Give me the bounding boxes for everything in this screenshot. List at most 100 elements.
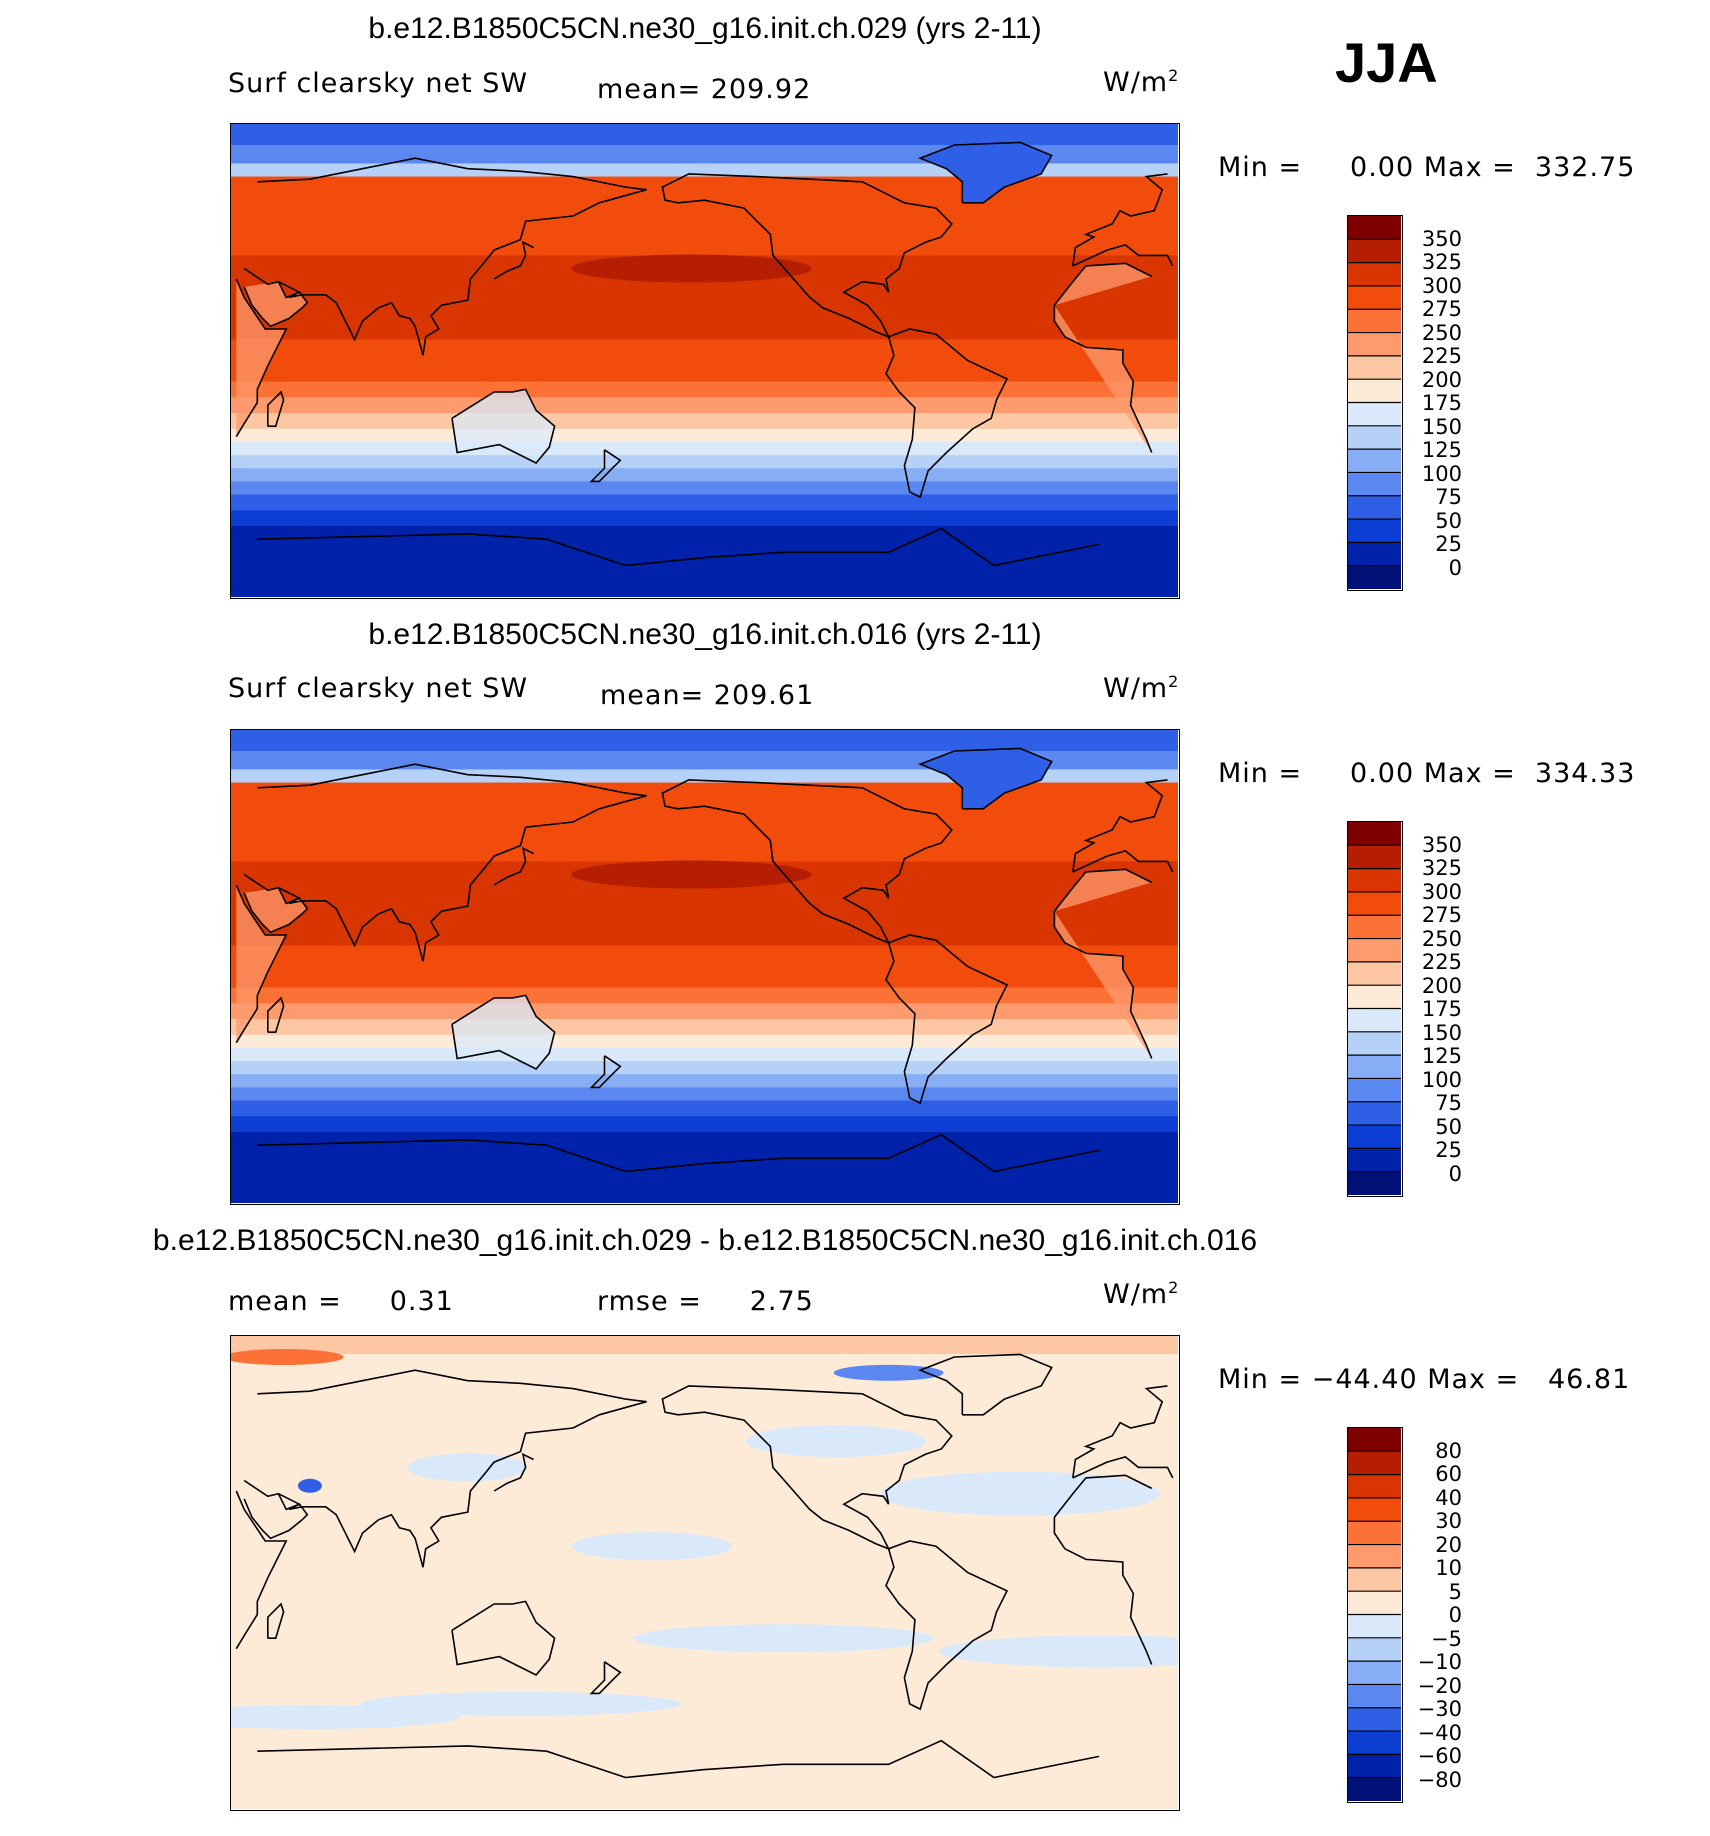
colorbar-tick-label: 0 [1448, 1603, 1462, 1627]
field-band [231, 945, 1178, 989]
africa-coastline [235, 868, 1153, 1059]
colorbar-swatch [1348, 449, 1401, 473]
antarctica-coastline [257, 527, 1100, 567]
colorbar-swatch [1348, 1731, 1401, 1755]
south-america-coastline [885, 328, 1009, 499]
panel-1-units: W/m2 [1103, 66, 1179, 98]
units-superscript: 2 [1168, 672, 1180, 691]
colorbar-tick-label: 250 [1421, 320, 1462, 345]
colorbar-swatch [1348, 1008, 1401, 1033]
colorbar-tick-label: 300 [1421, 273, 1462, 298]
north-america-coastline [661, 173, 953, 339]
panel-2-map [230, 729, 1180, 1205]
colorbar-swatch [1348, 1428, 1401, 1452]
colorbar-tick-label: −5 [1431, 1626, 1462, 1651]
colorbar-tick-label: 350 [1421, 226, 1462, 251]
field-background [231, 1336, 1178, 1809]
units-text: W/m [1103, 673, 1169, 704]
colorbar-tick-label: 30 [1435, 1509, 1462, 1533]
units-text: W/m [1103, 1279, 1169, 1310]
field-negative-region [360, 1691, 681, 1716]
colorbar-swatch [1348, 425, 1401, 450]
panel-2-colorbar [1347, 821, 1403, 1197]
units-text: W/m [1103, 67, 1169, 98]
field-band [231, 1087, 1178, 1102]
field-band [231, 1116, 1178, 1133]
colorbar-tick-label: 50 [1435, 1114, 1462, 1139]
colorbar-swatch [1348, 1125, 1401, 1149]
season-label: JJA [1335, 31, 1438, 94]
greenland-coastline [918, 141, 1053, 204]
panel-2-variable-label: Surf clearsky net SW [228, 673, 529, 704]
colorbar-swatch [1348, 519, 1401, 543]
colorbar-tick-label: 25 [1435, 532, 1462, 556]
colorbar-swatch [1348, 1637, 1401, 1662]
panel-1-title: b.e12.B1850C5CN.ne30_g16.init.ch.029 (yr… [368, 12, 1042, 45]
colorbar-swatch [1348, 239, 1401, 264]
colorbar-tick-label: 100 [1421, 1067, 1462, 1092]
colorbar-tick-label: −40 [1417, 1720, 1462, 1745]
colorbar-tick-label: 175 [1421, 391, 1462, 415]
colorbar-tick-label: 60 [1435, 1462, 1462, 1486]
colorbar-swatch [1348, 565, 1401, 589]
panel-2-mean-label: mean= 209.61 [600, 680, 815, 711]
colorbar-tick-label: 100 [1421, 461, 1462, 486]
greenland-fill [920, 748, 1052, 809]
field-band [231, 987, 1178, 1004]
colorbar-swatch [1348, 1497, 1401, 1522]
colorbar-swatch [1348, 1474, 1401, 1499]
field-band [231, 397, 1178, 414]
field-negative-region [571, 1532, 732, 1561]
colorbar-tick-label: 125 [1421, 438, 1462, 462]
colorbar-swatch [1348, 262, 1401, 287]
colorbar-swatch [1348, 495, 1401, 520]
colorbar-swatch [1348, 1055, 1401, 1079]
arabia-coastline [243, 887, 309, 934]
field-band [231, 782, 1178, 862]
colorbar-tick-label: 150 [1421, 414, 1462, 439]
colorbar-tick-label: −80 [1417, 1767, 1462, 1792]
field-negative-region [746, 1425, 927, 1458]
field-negative-region [880, 1471, 1161, 1516]
colorbar-swatch [1348, 845, 1401, 870]
colorbar-tick-label: −20 [1417, 1673, 1462, 1698]
colorbar-tick-label: 300 [1421, 879, 1462, 904]
australia-coastline [451, 994, 556, 1070]
colorbar-swatch [1348, 355, 1401, 380]
eurasia-coastline [243, 1369, 1174, 1568]
panel-1-colorbar [1347, 215, 1403, 591]
colorbar-swatch [1348, 1101, 1401, 1126]
field-negative-region [231, 1705, 460, 1730]
units-superscript: 2 [1168, 1278, 1180, 1297]
field-positive-region [231, 1336, 1178, 1354]
new-zealand-coastline [589, 449, 622, 483]
field-band [231, 124, 1178, 146]
south-america-coastline [885, 934, 1009, 1105]
new-zealand-coastline [589, 1055, 622, 1089]
field-positive-region [231, 1349, 344, 1366]
field-negative-region [297, 1478, 322, 1493]
field-band [231, 413, 1178, 430]
colorbar-swatch [1348, 542, 1401, 567]
panel-1-minmax: Min = 0.00 Max = 332.75 [1218, 152, 1636, 183]
south-america-coastline [885, 1540, 1009, 1711]
panel-3-title: b.e12.B1850C5CN.ne30_g16.init.ch.029 - b… [152, 1224, 1258, 1257]
colorbar-tick-label: 80 [1435, 1438, 1462, 1463]
eurasia-coastline [243, 157, 1174, 356]
colorbar-swatch [1348, 1451, 1401, 1476]
colorbar-swatch [1348, 1707, 1401, 1732]
colorbar-swatch [1348, 938, 1401, 963]
colorbar-tick-label: 0 [1448, 555, 1462, 580]
field-band [231, 1132, 1178, 1203]
panel-3-units: W/m2 [1103, 1278, 1179, 1310]
colorbar-tick-label: −60 [1417, 1744, 1462, 1768]
field-band [231, 730, 1178, 752]
colorbar-tick-label: 75 [1435, 1091, 1462, 1115]
field-band [231, 510, 1178, 527]
colorbar-tick-label: 40 [1435, 1485, 1462, 1510]
colorbar-swatch [1348, 309, 1401, 334]
antarctica-coastline [257, 1739, 1100, 1779]
colorbar-tick-label: 5 [1448, 1579, 1462, 1604]
africa-coastline [235, 262, 1153, 453]
arabia-coastline [243, 281, 309, 328]
